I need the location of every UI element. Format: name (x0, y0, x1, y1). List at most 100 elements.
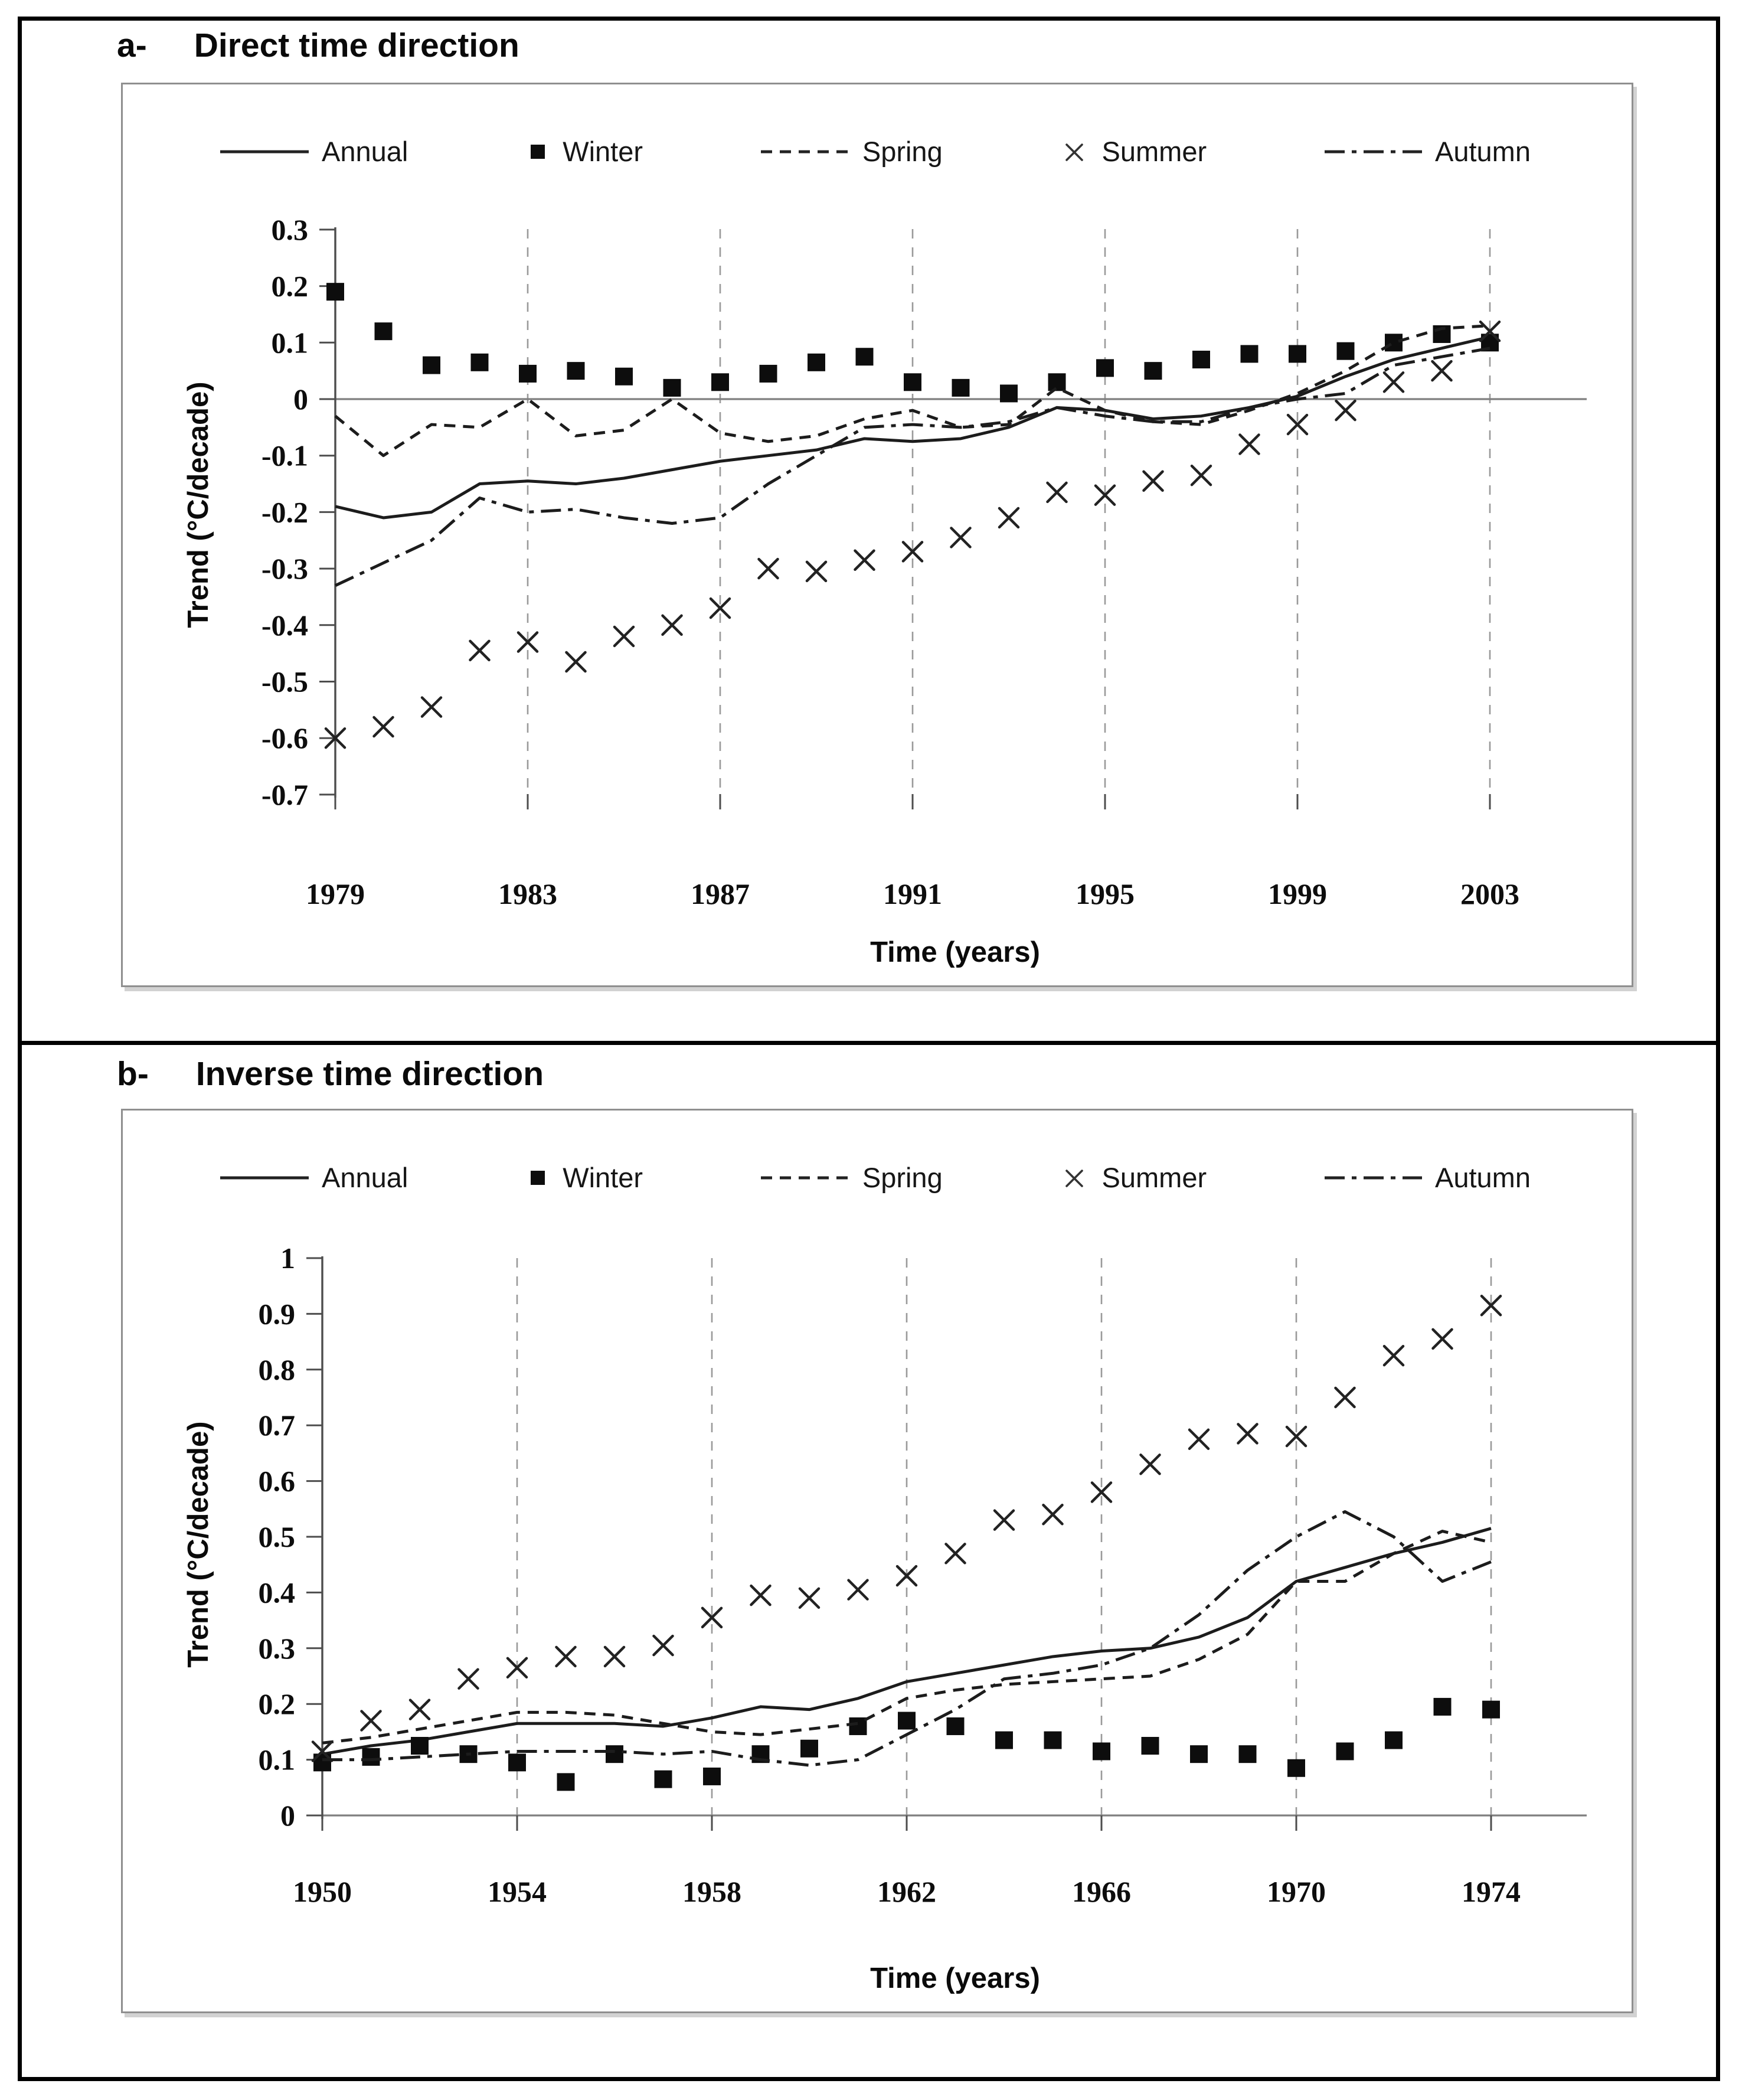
tick-label: 0.4 (259, 1576, 296, 1609)
summer-x-marker (1238, 433, 1260, 455)
tick-label: 1979 (306, 877, 365, 910)
winter-square-marker (1385, 334, 1403, 352)
panel-b-x-axis-title: Time (years) (870, 1962, 1040, 1994)
panel-b-y-axis-title: Trend (°C/decade) (182, 1421, 214, 1668)
summer-x-marker (652, 1634, 674, 1657)
legend-item-winter: Winter (526, 1161, 643, 1194)
summer-x-marker (895, 1565, 918, 1587)
winter-square-marker (663, 378, 681, 397)
summer-x-marker (757, 557, 779, 580)
panel-a-chart-box: Annual Winter Spring Summer Autumn 0.3 0.2 0.1… (121, 83, 1633, 987)
autumn-line (322, 1510, 1492, 1767)
summer-x-marker (1382, 1344, 1405, 1367)
winter-square-marker (1433, 1697, 1452, 1716)
legend-swatch-squares-icon (531, 1170, 545, 1185)
legend-label: Spring (862, 1162, 943, 1193)
tick-label: 0.6 (259, 1465, 296, 1498)
winter-square-marker (1096, 359, 1114, 377)
winter-square-marker (374, 322, 393, 341)
summer-x-marker (950, 527, 972, 548)
winter-square-marker (1336, 342, 1355, 360)
summer-x-marker (372, 716, 394, 738)
summer-x-marker (311, 1740, 334, 1762)
tick-label: 1958 (682, 1875, 741, 1908)
panel-a-heading: a- Direct time direction (117, 26, 519, 65)
summer-x-marker (565, 651, 587, 673)
summer-x-marker (1285, 1425, 1307, 1448)
legend-item-spring: Spring (760, 135, 943, 168)
tick-label: 1970 (1267, 1875, 1326, 1908)
summer-x-marker (709, 597, 731, 619)
tick-label: 1995 (1076, 877, 1135, 910)
tick-label: 1999 (1268, 877, 1327, 910)
legend-swatch-dashed-icon (760, 150, 849, 153)
tick-label: 0.1 (272, 326, 309, 359)
legend-item-autumn: Autumn (1324, 1161, 1531, 1194)
summer-x-marker (1142, 470, 1164, 492)
winter-square-marker (508, 1753, 526, 1772)
legend-item-annual: Annual (220, 1161, 408, 1194)
summer-x-marker (1479, 320, 1501, 342)
tick-label: 1950 (293, 1875, 352, 1908)
winter-square-marker (470, 353, 489, 371)
summer-x-marker (1431, 360, 1453, 382)
winter-square-marker (703, 1767, 721, 1785)
tick-label: 0.2 (259, 1687, 296, 1720)
winter-square-marker (1240, 345, 1259, 363)
legend-swatch-solid-icon (220, 1176, 309, 1179)
tick-label: 0 (280, 1799, 295, 1832)
winter-square-marker (1238, 1745, 1257, 1763)
winter-square-marker (615, 367, 633, 386)
summer-x-marker (798, 1587, 821, 1609)
tick-label: 1991 (883, 877, 942, 910)
panel-a-x-axis-title: Time (years) (870, 936, 1040, 968)
tick-label: 2003 (1460, 877, 1519, 910)
summer-x-marker (517, 631, 539, 653)
panel-a-legend: Annual Winter Spring Summer Autumn (220, 135, 1531, 168)
winter-square-marker (423, 356, 440, 374)
panel-a-label: a- (117, 27, 147, 64)
summer-x-marker (1090, 1481, 1113, 1503)
winter-square-marker (362, 1748, 380, 1766)
legend-item-summer: Summer (1061, 1161, 1207, 1194)
summer-x-marker (457, 1668, 479, 1690)
legend-item-spring: Spring (760, 1161, 943, 1194)
spring-line (322, 1530, 1492, 1745)
summer-x-marker (1431, 1328, 1453, 1350)
summer-x-marker (613, 625, 635, 648)
summer-x-marker (854, 549, 875, 571)
tick-label: 0.9 (259, 1297, 296, 1330)
spring-line (334, 324, 1490, 458)
legend-label: Summer (1101, 1162, 1207, 1193)
winter-square-marker (849, 1717, 867, 1735)
tick-label: 1962 (877, 1875, 936, 1908)
winter-square-marker (808, 353, 825, 371)
winter-square-marker (1190, 1745, 1208, 1763)
tick-label: 1966 (1072, 1875, 1131, 1908)
legend-label: Autumn (1434, 136, 1531, 167)
tick-label: 0.7 (259, 1409, 296, 1442)
tick-label: 0.8 (259, 1353, 296, 1386)
winter-square-marker (1141, 1737, 1159, 1755)
legend-swatch-dashed-icon (760, 1176, 849, 1179)
legend-label: Winter (563, 136, 643, 167)
annual-line (322, 1527, 1492, 1756)
tick-label: 0 (293, 383, 308, 416)
legend-swatch-dashdot-icon (1324, 1176, 1422, 1179)
winter-square-marker (946, 1717, 965, 1735)
winter-square-marker (711, 373, 729, 391)
legend-label: Summer (1101, 136, 1207, 167)
summer-x-marker (1094, 484, 1116, 506)
winter-square-marker (567, 362, 585, 380)
summer-x-marker (1286, 413, 1309, 436)
winter-square-marker (898, 1712, 916, 1730)
summer-x-marker (1382, 371, 1405, 393)
autumn-line (334, 347, 1490, 587)
winter-square-marker (519, 364, 537, 383)
tick-label: 1983 (498, 877, 557, 910)
winter-square-marker (1289, 345, 1306, 363)
winter-square-marker (1385, 1731, 1403, 1749)
winter-square-marker (1000, 384, 1018, 403)
tick-label: -0.7 (261, 778, 308, 811)
tick-label: 0.5 (259, 1520, 296, 1553)
